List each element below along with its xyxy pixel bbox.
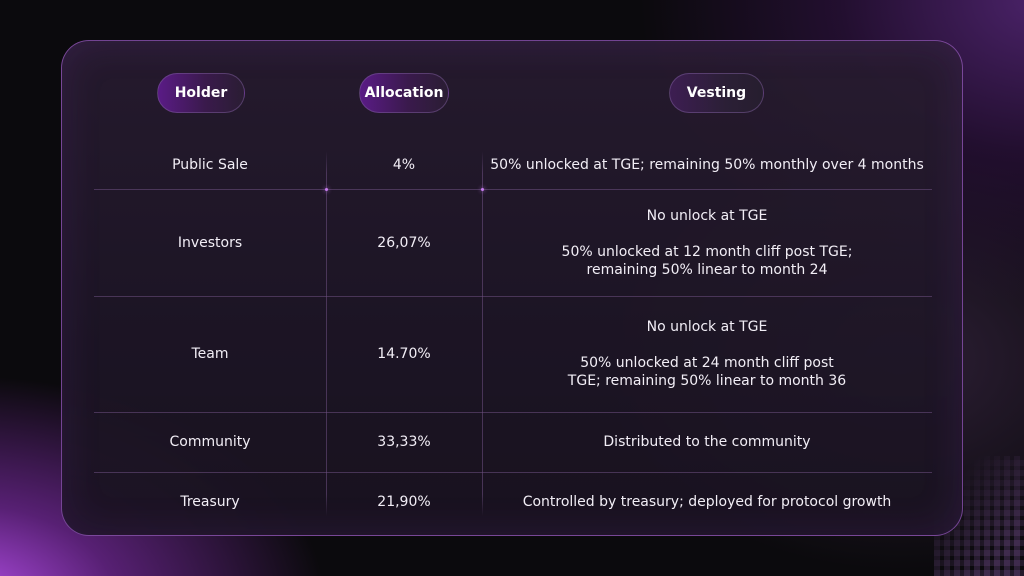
vesting-primary: No unlock at TGE — [646, 208, 768, 224]
allocation-cell: 21,90% — [326, 473, 482, 531]
vesting-cell: No unlock at TGE 50% unlocked at 12 mont… — [482, 190, 932, 296]
holder-name: Treasury — [180, 494, 240, 510]
vesting-primary: No unlock at TGE — [646, 319, 768, 335]
table-row: Investors 26,07% No unlock at TGE 50% un… — [94, 190, 932, 296]
holder-name: Community — [169, 434, 251, 450]
allocation-cell: 26,07% — [326, 190, 482, 296]
holder-name: Investors — [177, 235, 243, 251]
header-holder-label: Holder — [174, 85, 228, 101]
holder-name: Public Sale — [172, 157, 248, 173]
vesting-line: Controlled by treasury; deployed for pro… — [522, 494, 892, 510]
vesting-line: 50% unlocked at 24 month cliff post — [580, 355, 834, 371]
allocation-value: 21,90% — [377, 494, 431, 510]
vesting-line: TGE; remaining 50% linear to month 36 — [567, 373, 847, 389]
vesting-line: 50% unlocked at TGE; remaining 50% month… — [490, 157, 924, 173]
row-divider — [94, 189, 932, 190]
header-holder: Holder — [157, 73, 245, 113]
vesting-cell: Distributed to the community — [482, 413, 932, 471]
vesting-line: Distributed to the community — [603, 434, 811, 450]
holder-cell: Community — [94, 413, 326, 471]
column-divider-1 — [326, 151, 327, 516]
header-vesting-label: Vesting — [686, 85, 747, 101]
intersection-dot — [481, 188, 484, 191]
holder-name: Team — [191, 346, 229, 362]
table-row: Team 14.70% No unlock at TGE 50% unlocke… — [94, 297, 932, 411]
header-vesting: Vesting — [669, 73, 764, 113]
vesting-line: 50% unlocked at 12 month cliff post TGE; — [561, 244, 853, 260]
row-divider — [94, 412, 932, 413]
holder-cell: Team — [94, 297, 326, 411]
table-row: Community 33,33% Distributed to the comm… — [94, 413, 932, 471]
table-row: Public Sale 4% 50% unlocked at TGE; rema… — [94, 141, 932, 189]
column-divider-2 — [482, 151, 483, 516]
allocation-value: 33,33% — [377, 434, 431, 450]
holder-cell: Investors — [94, 190, 326, 296]
vesting-line: remaining 50% linear to month 24 — [586, 262, 828, 278]
allocation-table-card: Holder Allocation Vesting Public Sale 4%… — [61, 40, 963, 536]
vesting-cell: 50% unlocked at TGE; remaining 50% month… — [482, 141, 932, 189]
allocation-cell: 4% — [326, 141, 482, 189]
table-row: Treasury 21,90% Controlled by treasury; … — [94, 473, 932, 531]
row-divider — [94, 472, 932, 473]
holder-cell: Public Sale — [94, 141, 326, 189]
holder-cell: Treasury — [94, 473, 326, 531]
allocation-value: 14.70% — [377, 346, 431, 362]
vesting-cell: Controlled by treasury; deployed for pro… — [482, 473, 932, 531]
allocation-cell: 33,33% — [326, 413, 482, 471]
row-divider — [94, 296, 932, 297]
allocation-value: 4% — [392, 157, 416, 173]
vesting-cell: No unlock at TGE 50% unlocked at 24 mont… — [482, 297, 932, 411]
intersection-dot — [325, 188, 328, 191]
header-allocation: Allocation — [359, 73, 449, 113]
allocation-cell: 14.70% — [326, 297, 482, 411]
allocation-value: 26,07% — [377, 235, 431, 251]
header-allocation-label: Allocation — [364, 85, 444, 101]
